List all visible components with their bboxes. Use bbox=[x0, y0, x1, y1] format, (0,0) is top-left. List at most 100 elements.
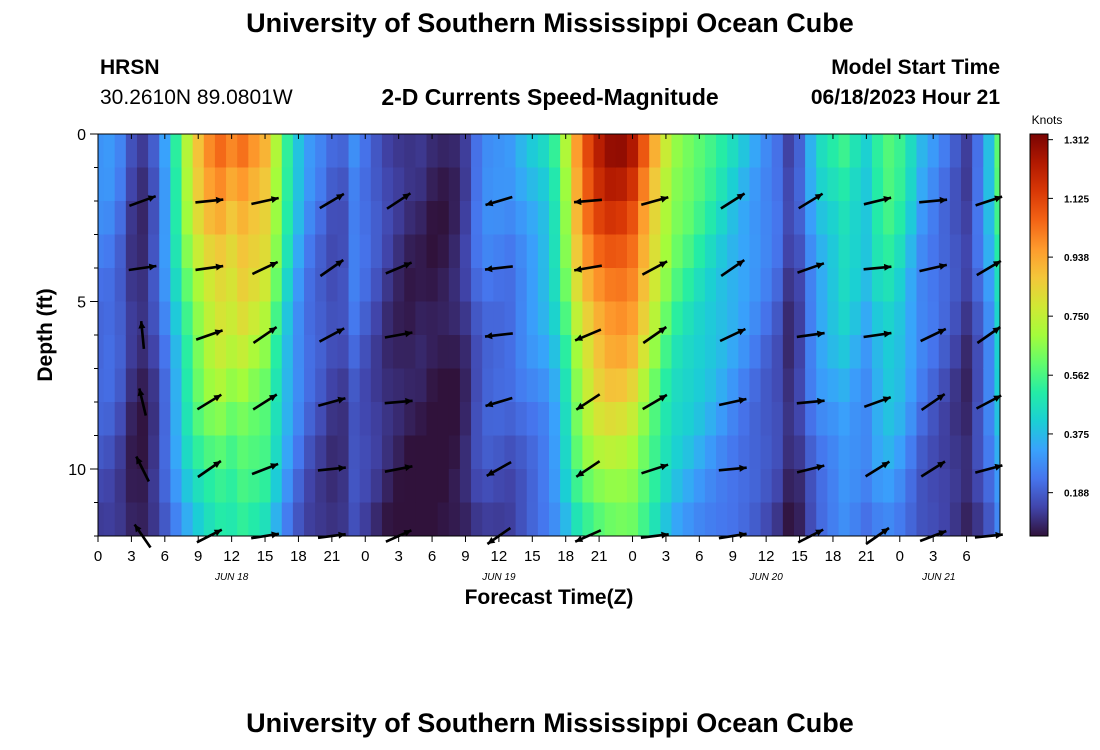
heatmap-cell bbox=[226, 201, 238, 235]
heatmap-cell bbox=[983, 234, 995, 269]
heatmap-cell bbox=[860, 167, 873, 202]
heatmap-cell bbox=[148, 335, 160, 369]
heatmap-cell bbox=[560, 268, 572, 302]
heatmap-cell bbox=[994, 134, 1001, 168]
heatmap-cell bbox=[148, 368, 160, 403]
heatmap-cell bbox=[292, 167, 305, 202]
heatmap-cell bbox=[426, 201, 439, 235]
heatmap-cell bbox=[181, 167, 194, 202]
heatmap-cell bbox=[626, 335, 639, 369]
heatmap-cell bbox=[437, 167, 450, 202]
heatmap-cell bbox=[827, 134, 840, 168]
heatmap-cell bbox=[582, 368, 595, 403]
heatmap-cell bbox=[916, 134, 929, 168]
heatmap-cell bbox=[649, 368, 661, 403]
heatmap-cell bbox=[927, 234, 940, 269]
heatmap-cell bbox=[738, 268, 750, 302]
heatmap-cell bbox=[482, 335, 494, 369]
heatmap-cell bbox=[883, 167, 895, 202]
vector-head bbox=[658, 327, 667, 334]
heatmap-cell bbox=[983, 268, 995, 302]
heatmap-cell bbox=[860, 368, 873, 403]
vector-head bbox=[738, 531, 747, 539]
heatmap-cell bbox=[738, 435, 750, 470]
heatmap-cell bbox=[549, 134, 561, 168]
current-vector bbox=[864, 460, 891, 478]
heatmap-cell bbox=[103, 435, 116, 470]
heatmap-cell bbox=[203, 335, 216, 369]
heatmap-cell bbox=[782, 234, 795, 269]
heatmap-cell bbox=[805, 268, 817, 302]
x-tick-label: 15 bbox=[791, 548, 808, 565]
heatmap-cell bbox=[259, 502, 272, 537]
heatmap-cell bbox=[493, 335, 505, 369]
heatmap-cell bbox=[170, 502, 183, 537]
heatmap-cell bbox=[415, 201, 428, 235]
x-tick-label: 3 bbox=[929, 548, 937, 565]
heatmap-cell bbox=[693, 402, 706, 436]
heatmap-cell bbox=[337, 201, 350, 235]
heatmap-cell bbox=[816, 234, 828, 269]
colorbar-tick-label: 0.562 bbox=[1064, 371, 1089, 382]
heatmap-cell bbox=[181, 435, 194, 470]
heatmap-cell bbox=[504, 335, 517, 369]
x-tick-label: 6 bbox=[161, 548, 169, 565]
heatmap-cell bbox=[170, 167, 183, 202]
vector-head bbox=[405, 397, 413, 405]
heatmap-cell bbox=[304, 301, 316, 336]
heatmap-cell bbox=[771, 502, 784, 537]
heatmap-cell bbox=[905, 435, 917, 470]
heatmap-cell bbox=[337, 167, 350, 202]
heatmap-cell bbox=[437, 502, 450, 537]
heatmap-cell bbox=[793, 435, 806, 470]
heatmap-cell bbox=[203, 368, 216, 403]
heatmap-cell bbox=[805, 167, 817, 202]
heatmap-cell bbox=[315, 201, 327, 235]
heatmap-cell bbox=[404, 134, 416, 168]
vector-head bbox=[936, 394, 945, 401]
heatmap-cell bbox=[549, 167, 561, 202]
heatmap-cell bbox=[816, 301, 828, 336]
heatmap-cell bbox=[682, 167, 695, 202]
heatmap-cell bbox=[493, 201, 505, 235]
heatmap-cell bbox=[370, 201, 383, 235]
heatmap-cell bbox=[526, 435, 539, 470]
vector-head bbox=[268, 327, 277, 334]
vector-head bbox=[134, 524, 142, 533]
heatmap-cell bbox=[838, 368, 851, 403]
heatmap-cell bbox=[237, 469, 249, 503]
heatmap-cell bbox=[560, 201, 572, 235]
heatmap-cell bbox=[860, 502, 873, 537]
heatmap-cell bbox=[103, 469, 116, 503]
heatmap-cell bbox=[537, 301, 550, 336]
heatmap-cell bbox=[593, 234, 606, 269]
heatmap-cell bbox=[649, 502, 661, 537]
heatmap-cell bbox=[292, 201, 305, 235]
heatmap-cell bbox=[348, 301, 361, 336]
heatmap-cell bbox=[136, 234, 149, 269]
current-vector bbox=[720, 259, 746, 277]
vector-head bbox=[215, 196, 224, 204]
heatmap-cell bbox=[716, 167, 728, 202]
current-vector bbox=[195, 263, 224, 272]
vector-head bbox=[993, 395, 1002, 402]
heatmap-cell bbox=[448, 402, 461, 436]
heatmap-cell bbox=[504, 469, 517, 503]
heatmap-cell bbox=[805, 134, 817, 168]
heatmap-cell bbox=[983, 201, 995, 235]
heatmap-cell bbox=[148, 502, 160, 537]
heatmap-cell bbox=[370, 301, 383, 336]
heatmap-cell bbox=[593, 335, 606, 369]
heatmap-cell bbox=[448, 435, 461, 470]
vector-head bbox=[939, 196, 948, 204]
vector-head bbox=[881, 461, 890, 469]
heatmap-cell bbox=[125, 201, 138, 235]
vector-head bbox=[737, 328, 746, 336]
heatmap-cell bbox=[704, 368, 717, 403]
heatmap-cell bbox=[727, 167, 739, 202]
heatmap-cell bbox=[749, 435, 762, 470]
colorbar-tick-label: 0.938 bbox=[1064, 253, 1089, 264]
heatmap-cell bbox=[348, 502, 361, 537]
heatmap-cell bbox=[259, 268, 272, 302]
heatmap-cell bbox=[905, 134, 917, 168]
